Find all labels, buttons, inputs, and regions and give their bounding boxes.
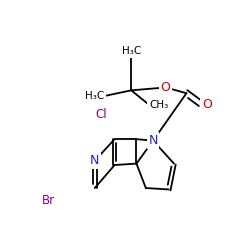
Text: CH₃: CH₃ <box>149 100 168 110</box>
Text: Cl: Cl <box>96 108 107 121</box>
Text: H₃C: H₃C <box>85 91 104 101</box>
Text: O: O <box>161 81 170 94</box>
Text: H₃C: H₃C <box>122 46 141 56</box>
Text: N: N <box>90 154 100 167</box>
Text: Br: Br <box>42 194 55 207</box>
Text: O: O <box>202 98 212 111</box>
Text: N: N <box>148 134 158 147</box>
